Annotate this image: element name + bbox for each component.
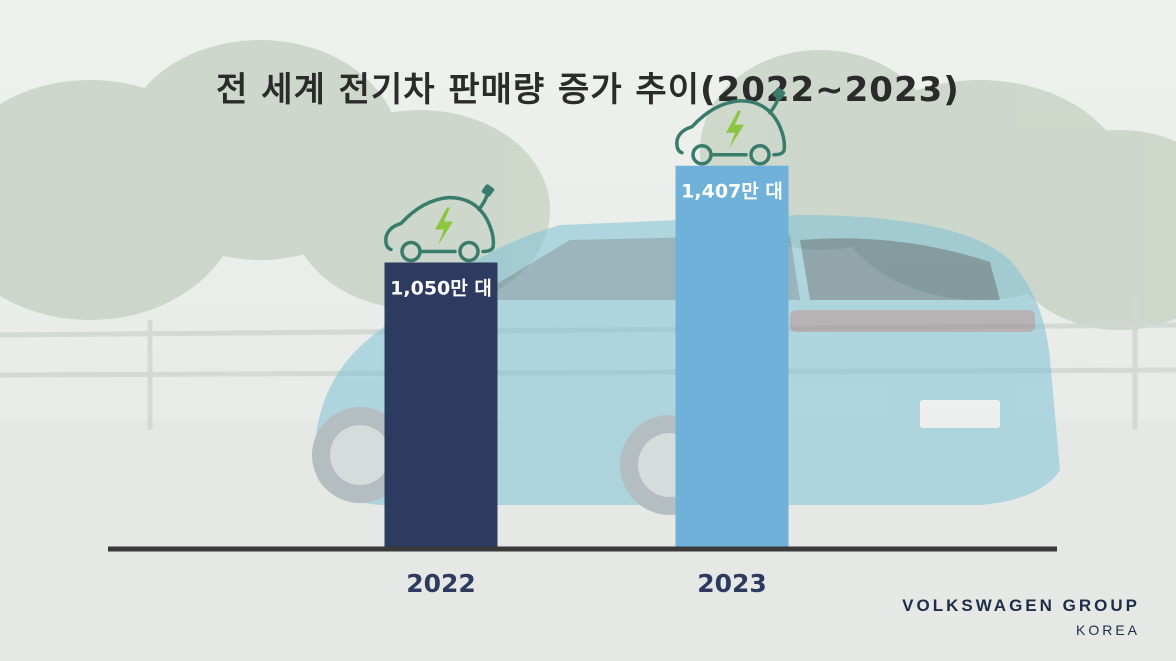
brand-logo: VOLKSWAGEN GROUP KOREA [902, 596, 1140, 638]
chart-title: 전 세계 전기차 판매량 증가 추이(2022~2023) [216, 70, 960, 110]
data-label-2022: 1,050만 대 [390, 277, 492, 299]
x-tick-label-2023: 2023 [697, 569, 767, 598]
bar-2023 [675, 165, 789, 547]
data-label-2023: 1,407만 대 [681, 181, 783, 203]
bar-2022 [384, 262, 498, 547]
ev-car-charging-icon [384, 184, 496, 263]
x-tick-label-2022: 2022 [406, 569, 476, 598]
brand-region: KOREA [1075, 622, 1140, 638]
brand-name: VOLKSWAGEN GROUP [902, 596, 1140, 615]
ev-car-charging-icon [675, 87, 787, 166]
